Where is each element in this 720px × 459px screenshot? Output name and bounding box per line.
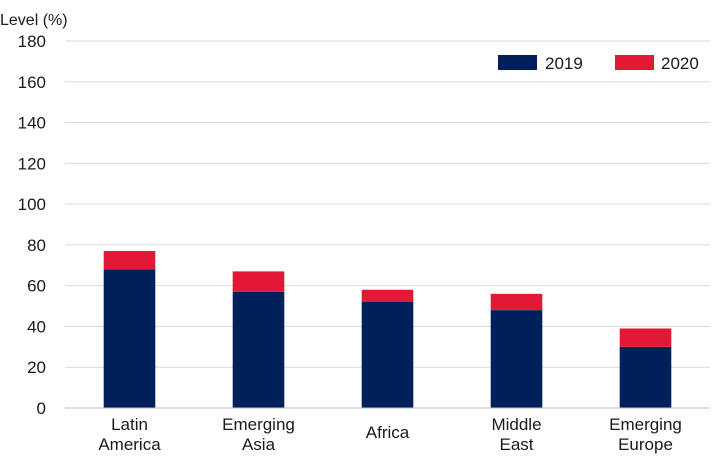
y-tick-label: 40 [27,317,46,336]
y-tick-label: 0 [37,399,46,418]
bar-2019-0 [103,269,156,408]
bar-2019-4 [619,346,672,408]
x-tick-label: Asia [242,435,276,454]
legend-swatch-2020 [615,55,654,70]
legend: 2019 2020 [498,54,699,73]
y-tick-label: 160 [18,73,46,92]
x-tick-label: Europe [618,435,673,454]
y-tick-label: 80 [27,236,46,255]
y-tick-label: 60 [27,277,46,296]
x-tick-label: Emerging [609,415,682,434]
x-tick-label: Latin [111,415,148,434]
legend-swatch-2019 [498,55,537,70]
legend-label-2019: 2019 [545,54,583,73]
y-tick-label: 180 [18,32,46,51]
bar-2020-3 [490,293,543,311]
y-tick-label: 120 [18,154,46,173]
x-tick-label: Middle [491,415,541,434]
y-tick-label: 140 [18,114,46,133]
y-tick-label: 20 [27,358,46,377]
bar-2020-1 [232,271,285,292]
bar-2019-1 [232,291,285,408]
y-axis-title: Level (%) [0,12,68,29]
legend-label-2020: 2020 [661,54,699,73]
y-tick-label: 100 [18,195,46,214]
x-tick-label: East [499,435,533,454]
bar-2019-3 [490,310,543,408]
x-tick-label: Africa [366,423,410,442]
bar-2020-2 [361,289,414,302]
x-tick-label: Emerging [222,415,295,434]
x-tick-label: America [98,435,161,454]
axes: Level (%) 020406080100120140160180LatinA… [0,12,710,454]
bar-2020-4 [619,328,672,347]
bar-2019-2 [361,301,414,408]
bar-2020-0 [103,251,156,270]
bars [103,251,672,408]
gridlines [65,40,710,368]
